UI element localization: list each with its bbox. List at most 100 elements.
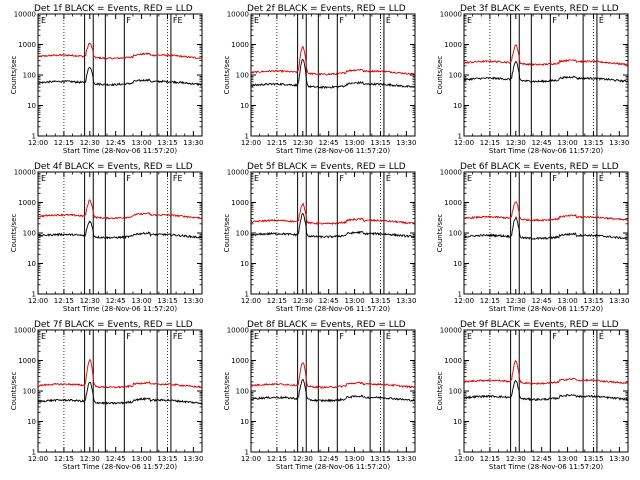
- y-tick-label: 1000: [231, 357, 249, 365]
- x-tick-label: 12:45: [319, 139, 339, 147]
- y-axis-label: Counts/sec: [10, 56, 18, 95]
- marker-letter: E: [467, 332, 472, 341]
- series-line-events: [463, 379, 629, 402]
- y-tick-label: 1: [32, 291, 36, 299]
- x-tick-label: 12:45: [106, 139, 126, 147]
- marker-letter: FE: [173, 332, 183, 341]
- marker-letter: E: [599, 174, 604, 183]
- panel-det-9: Det 9f BLACK = Events, RED = LLD 1 10 100 10…: [436, 320, 629, 471]
- series-line-events: [463, 60, 628, 84]
- plot-frame: [37, 171, 203, 295]
- x-tick-label: 13:15: [370, 455, 390, 463]
- y-axis-label: Counts/sec: [436, 372, 444, 411]
- x-tick-label: 13:15: [583, 139, 603, 147]
- x-axis-label: Start Time (28-Nov-06 11:57:20): [489, 463, 603, 471]
- x-tick-label: 13:30: [609, 297, 629, 305]
- y-tick-label: 10000: [227, 11, 249, 19]
- x-tick-label: 12:00: [28, 455, 48, 463]
- x-axis-label: Start Time (28-Nov-06 11:57:20): [63, 305, 177, 313]
- x-tick-label: 13:00: [131, 139, 151, 147]
- y-tick-label: 100: [449, 230, 462, 238]
- x-tick-label: 12:45: [106, 297, 126, 305]
- panel-title: Det 3f BLACK = Events, RED = LLD: [460, 4, 619, 14]
- x-tick-label: 13:30: [396, 297, 416, 305]
- y-axis-label: Counts/sec: [436, 214, 444, 253]
- y-tick-label: 10: [27, 260, 36, 268]
- x-tick-label: 12:15: [480, 455, 500, 463]
- x-tick-label: 13:15: [583, 297, 603, 305]
- y-axis-label: Counts/sec: [436, 56, 444, 95]
- y-tick-label: 1: [32, 133, 36, 141]
- x-tick-label: 12:00: [28, 297, 48, 305]
- x-tick-label: 13:15: [157, 297, 177, 305]
- y-tick-label: 10000: [440, 11, 462, 19]
- x-tick-label: 12:45: [532, 297, 552, 305]
- y-tick-label: 100: [23, 230, 36, 238]
- marker-letter: E: [467, 174, 472, 183]
- marker-letter: E: [467, 16, 472, 25]
- series-line-events: [250, 58, 416, 90]
- x-tick-label: 12:30: [293, 455, 313, 463]
- panel-det-6: Det 6f BLACK = Events, RED = LLD 1 10 100 10…: [436, 162, 629, 313]
- y-tick-label: 1: [32, 449, 36, 457]
- x-tick-label: 12:00: [28, 139, 48, 147]
- plot-frame: [463, 329, 629, 453]
- y-tick-label: 1000: [18, 41, 36, 49]
- y-tick-label: 1000: [444, 199, 462, 207]
- x-tick-label: 13:30: [183, 297, 203, 305]
- y-tick-label: 1000: [231, 41, 249, 49]
- y-tick-label: 100: [236, 388, 249, 396]
- y-tick-label: 100: [449, 388, 462, 396]
- x-tick-label: 12:30: [506, 455, 526, 463]
- panel-det-2: Det 2f BLACK = Events, RED = LLD 1 10 100 10…: [223, 4, 416, 155]
- series-line-lld: [250, 362, 415, 389]
- plot-frame: [37, 13, 203, 137]
- y-tick-label: 1: [458, 291, 462, 299]
- x-tick-label: 12:30: [80, 455, 100, 463]
- panel-det-1: Det 1f BLACK = Events, RED = LLD 1 10 100 10…: [10, 4, 203, 155]
- y-tick-label: 10: [453, 260, 462, 268]
- y-tick-label: 10000: [440, 327, 462, 335]
- plot-frame: [37, 329, 203, 453]
- x-tick-label: 13:00: [344, 297, 364, 305]
- marker-letter: F: [126, 16, 131, 25]
- panel-title: Det 6f BLACK = Events, RED = LLD: [460, 162, 619, 172]
- x-tick-label: 13:30: [183, 455, 203, 463]
- marker-letter: E: [41, 174, 46, 183]
- marker-letter: F: [552, 332, 557, 341]
- y-tick-label: 10000: [227, 327, 249, 335]
- x-tick-label: 13:00: [557, 297, 577, 305]
- marker-letter: E: [41, 332, 46, 341]
- x-axis-label: Start Time (28-Nov-06 11:57:20): [276, 147, 390, 155]
- y-tick-label: 1: [458, 133, 462, 141]
- x-tick-label: 13:15: [157, 139, 177, 147]
- x-tick-label: 12:15: [480, 297, 500, 305]
- y-tick-label: 1000: [231, 199, 249, 207]
- x-tick-label: 12:00: [241, 297, 261, 305]
- series-line-lld: [250, 202, 416, 226]
- marker-letter: FE: [173, 174, 183, 183]
- x-tick-label: 12:30: [293, 139, 313, 147]
- marker-letter: E: [41, 16, 46, 25]
- x-tick-label: 12:30: [80, 139, 100, 147]
- y-tick-label: 1: [458, 449, 462, 457]
- x-axis-label: Start Time (28-Nov-06 11:57:20): [63, 147, 177, 155]
- x-tick-label: 13:00: [131, 297, 151, 305]
- x-tick-label: 13:30: [183, 139, 203, 147]
- marker-letter: F: [339, 332, 344, 341]
- x-axis-label: Start Time (28-Nov-06 11:57:20): [63, 463, 177, 471]
- panel-title: Det 5f BLACK = Events, RED = LLD: [247, 162, 406, 172]
- y-axis-label: Counts/sec: [223, 56, 231, 95]
- x-tick-label: 12:00: [241, 455, 261, 463]
- marker-letter: E: [386, 16, 391, 25]
- panel-title: Det 8f BLACK = Events, RED = LLD: [247, 320, 406, 330]
- panel-det-7: Det 7f BLACK = Events, RED = LLD 1 10 100 10…: [10, 320, 203, 471]
- plot-frame: [250, 329, 416, 453]
- x-tick-label: 13:00: [344, 139, 364, 147]
- x-tick-label: 12:15: [267, 139, 287, 147]
- x-tick-label: 12:00: [454, 455, 474, 463]
- x-tick-label: 13:15: [370, 297, 390, 305]
- marker-letter: F: [126, 174, 131, 183]
- x-tick-label: 12:15: [54, 139, 74, 147]
- y-tick-label: 10: [453, 418, 462, 426]
